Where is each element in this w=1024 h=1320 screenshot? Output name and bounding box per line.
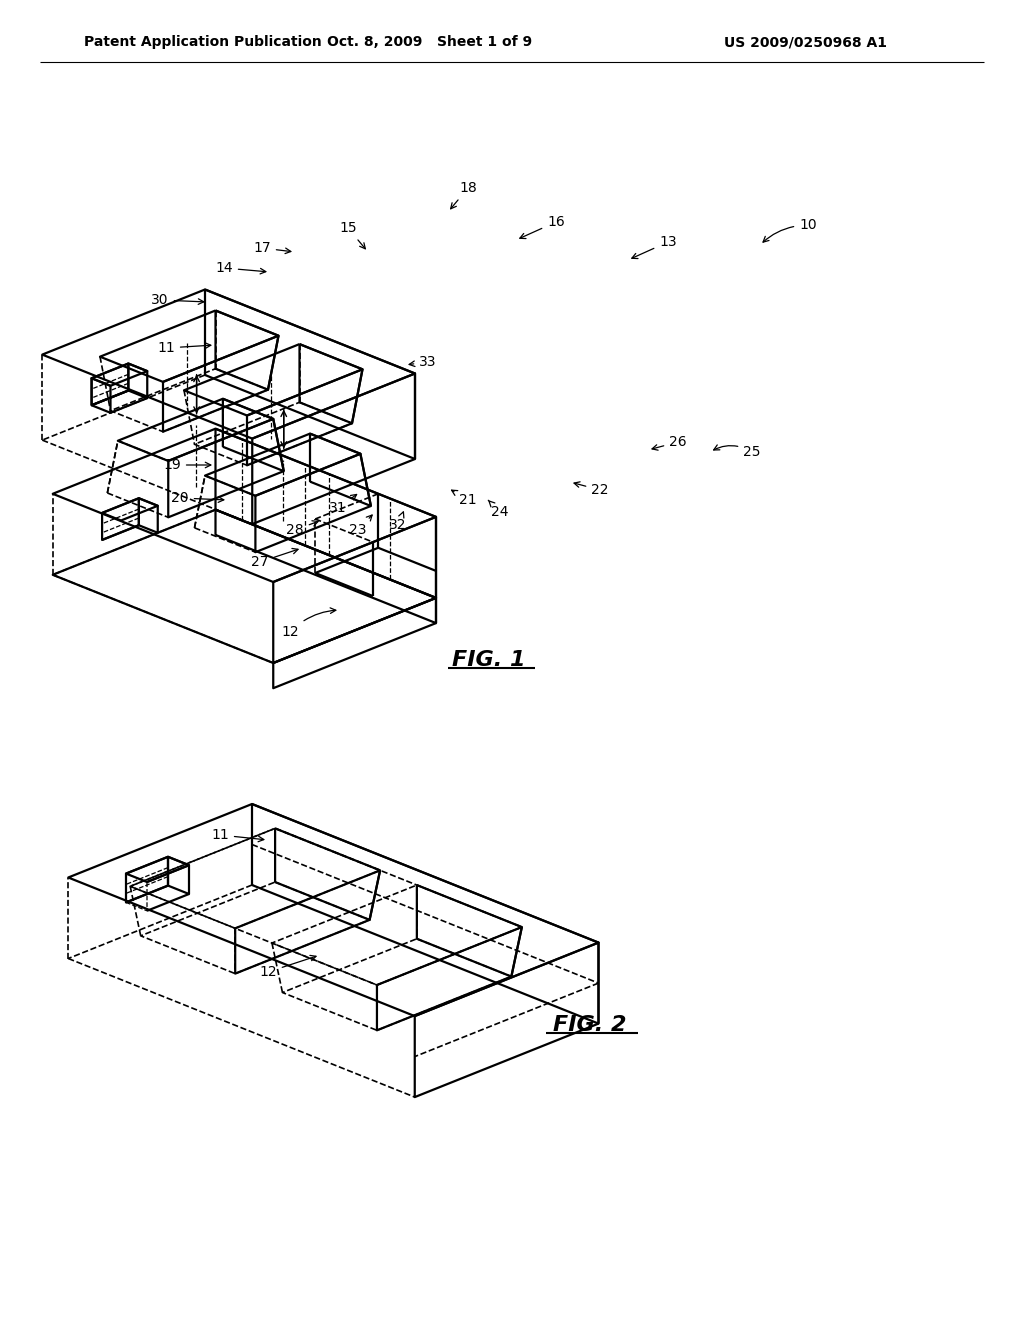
Text: 16: 16	[520, 215, 565, 239]
Text: 11: 11	[157, 341, 211, 355]
Text: FIG. 1: FIG. 1	[453, 649, 525, 671]
Text: 21: 21	[452, 490, 477, 507]
Text: 23: 23	[349, 515, 372, 537]
Text: 14: 14	[215, 261, 266, 275]
Text: Patent Application Publication: Patent Application Publication	[84, 36, 322, 49]
Text: 15: 15	[339, 220, 366, 248]
Text: 22: 22	[574, 482, 608, 498]
Text: 25: 25	[714, 445, 761, 459]
Text: 12: 12	[259, 956, 316, 979]
Text: 19: 19	[163, 458, 211, 473]
Text: FIG. 2: FIG. 2	[553, 1015, 627, 1035]
Text: 13: 13	[632, 235, 677, 259]
Text: 26: 26	[652, 436, 687, 450]
Text: 18: 18	[451, 181, 477, 209]
Text: 27: 27	[251, 548, 298, 569]
Text: 30: 30	[152, 293, 204, 308]
Text: 11: 11	[211, 828, 264, 842]
Text: US 2009/0250968 A1: US 2009/0250968 A1	[724, 36, 887, 49]
Text: 32: 32	[389, 512, 407, 532]
Text: Oct. 8, 2009   Sheet 1 of 9: Oct. 8, 2009 Sheet 1 of 9	[328, 36, 532, 49]
Text: 31: 31	[329, 495, 356, 515]
Text: 33: 33	[410, 355, 437, 370]
Text: 17: 17	[253, 242, 291, 255]
Text: 20: 20	[171, 491, 224, 506]
Text: 28: 28	[286, 521, 318, 537]
Text: 10: 10	[763, 218, 817, 242]
Text: 12: 12	[282, 607, 336, 639]
Text: 24: 24	[488, 500, 509, 519]
